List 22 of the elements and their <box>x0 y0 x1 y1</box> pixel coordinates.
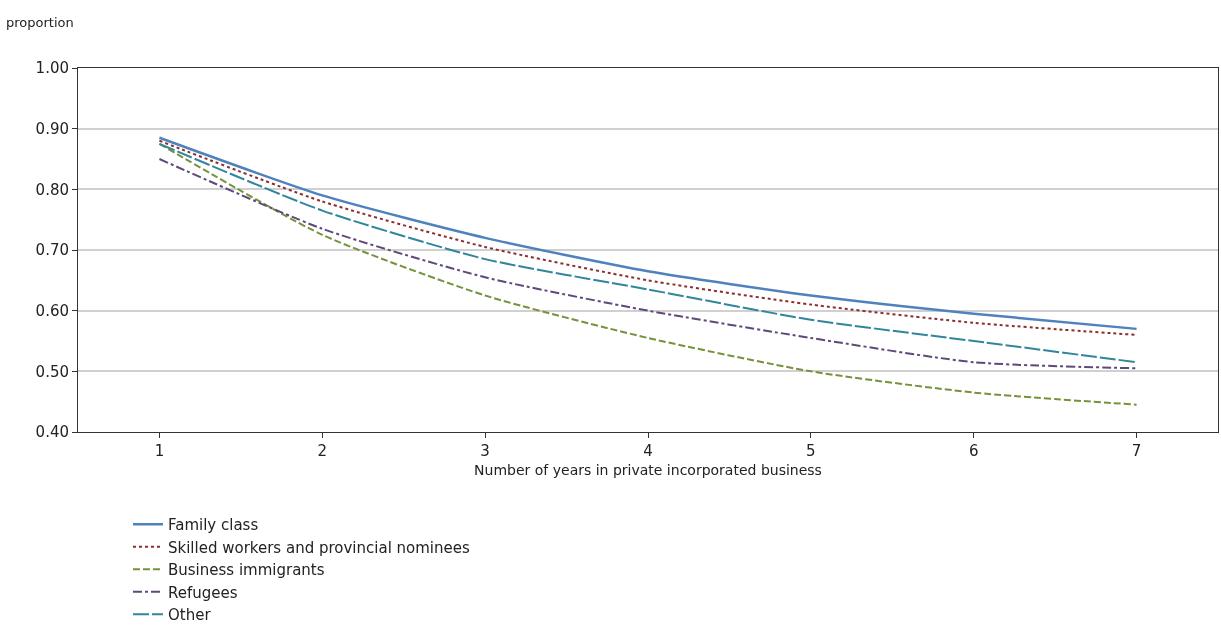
y-tick-label: 0.90 <box>35 119 69 138</box>
x-tick-label: 1 <box>154 442 165 460</box>
y-tick-label: 0.60 <box>35 301 69 320</box>
x-tick-label: 2 <box>317 442 328 460</box>
x-tick-label: 6 <box>968 442 979 460</box>
x-tick-label: 7 <box>1131 442 1142 460</box>
y-tick-label: 0.70 <box>35 241 69 260</box>
y-tick-label: 1.00 <box>35 59 69 78</box>
legend-label: Business immigrants <box>167 561 325 580</box>
legend-label: Family class <box>167 516 259 535</box>
y-tick-label: 0.40 <box>35 423 69 442</box>
y-tick-label: 0.80 <box>35 180 69 199</box>
y-axis-title: proportion <box>6 15 74 30</box>
x-tick-label: 4 <box>643 442 653 460</box>
x-axis-title: Number of years in private incorporated business <box>474 462 822 479</box>
y-tick-label: 0.50 <box>35 362 69 381</box>
x-tick-label: 5 <box>806 442 816 460</box>
legend-label: Refugees <box>167 583 238 602</box>
legend-label: Other <box>167 606 212 625</box>
x-tick-label: 3 <box>480 442 490 460</box>
line-series <box>158 142 1138 406</box>
legend-label: Skilled workers and provincial nominees <box>167 538 470 557</box>
